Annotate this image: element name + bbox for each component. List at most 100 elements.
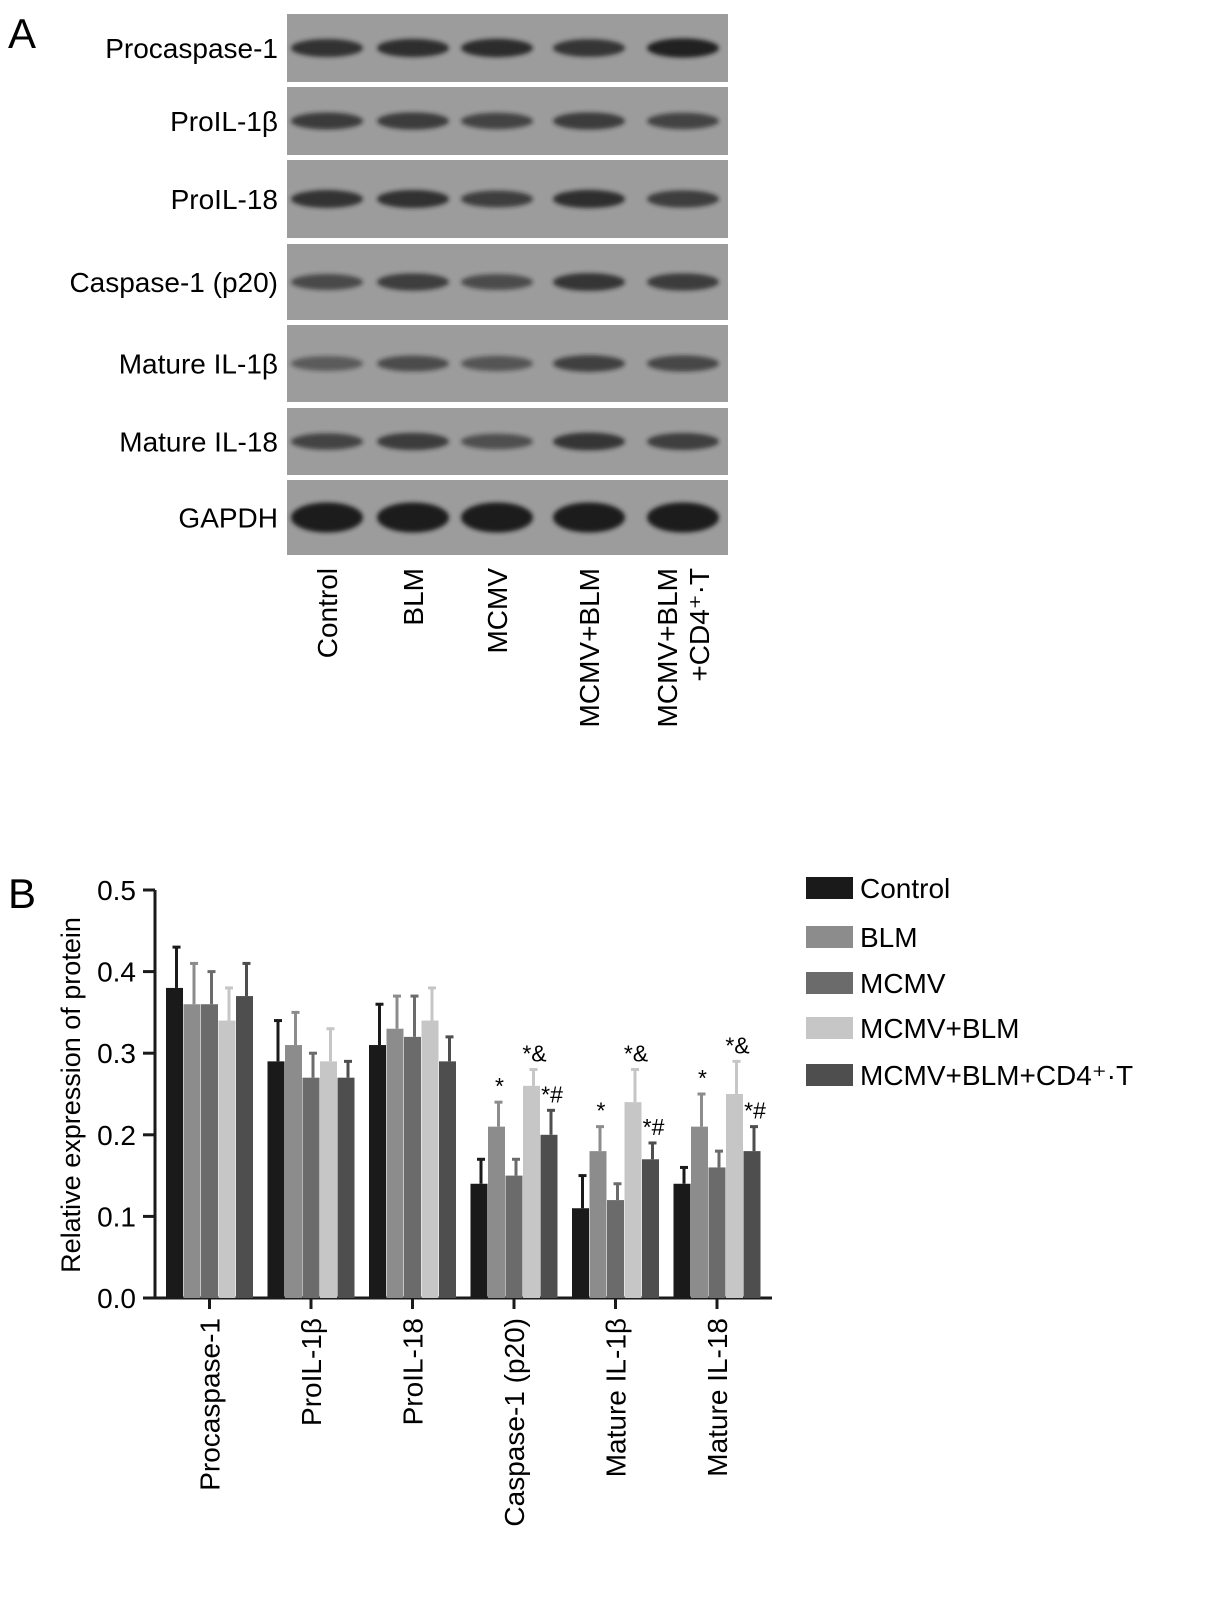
- bar-control: [673, 1183, 691, 1298]
- lane-label-line: MCMV+BLM: [652, 568, 683, 727]
- blot-band: [647, 273, 719, 291]
- blot-row-label: Mature IL-1β: [119, 349, 278, 380]
- lane-label-mcmv-blm-cd4-t: MCMV+BLM +CD4⁺·T: [652, 568, 715, 727]
- significance-marker: *: [495, 1073, 504, 1099]
- blot-band: [553, 39, 625, 57]
- bar-control: [267, 1061, 285, 1298]
- bar-blm: [589, 1151, 607, 1298]
- legend-swatch: [806, 877, 853, 899]
- bar-blm: [488, 1126, 505, 1298]
- bar-mcmv: [302, 1077, 320, 1298]
- blot-row-label: ProIL-1β: [170, 106, 278, 137]
- bar-mcmv-blm: [218, 1020, 236, 1298]
- blot-row-label: Procaspase-1: [105, 33, 278, 64]
- bar-mcmv-blm-cd4-t: [743, 1151, 761, 1298]
- blot-row-procaspase-1: Procaspase-1: [105, 14, 728, 82]
- significance-marker: *#: [643, 1114, 665, 1140]
- lane-label-line: MCMV+BLM: [574, 568, 605, 727]
- blot-band: [461, 190, 533, 208]
- bar-mcmv-blm-cd4-t: [337, 1077, 355, 1298]
- blot-band: [291, 190, 363, 208]
- bar-group-mature-il-18: * *& *#: [673, 1032, 766, 1298]
- blot-band: [291, 112, 363, 130]
- blot-band: [377, 38, 449, 58]
- bar-control: [369, 1045, 386, 1298]
- blot-band: [291, 356, 363, 371]
- legend-label: MCMV+BLM: [860, 1013, 1019, 1044]
- significance-marker: *#: [541, 1081, 563, 1107]
- x-tick-label: Procaspase-1: [195, 1318, 226, 1491]
- y-axis-label: Relative expression of protein: [56, 917, 86, 1273]
- panel-a: A Procaspase-1 ProIL-1β ProIL-18 Caspase-1 …: [8, 10, 728, 727]
- bar-mcmv-blm: [320, 1061, 337, 1298]
- legend-item-mcmv-blm-cd4-t: MCMV+BLM+CD4⁺·T: [806, 1060, 1133, 1091]
- lane-label-mcmv: MCMV: [482, 568, 513, 654]
- legend-item-control: Control: [806, 873, 950, 904]
- blot-band: [377, 432, 449, 451]
- blot-band: [647, 112, 719, 130]
- y-tick-label: 0.4: [97, 957, 136, 988]
- blot-band: [461, 274, 533, 290]
- legend-swatch: [806, 1017, 853, 1039]
- lane-label-blm: BLM: [398, 568, 429, 626]
- blot-band: [553, 189, 625, 209]
- panel-b-label: B: [8, 870, 36, 917]
- blot-band: [553, 502, 625, 533]
- bar-mcmv-blm-cd4-t: [540, 1134, 558, 1298]
- x-tick-label: Mature IL-18: [702, 1318, 733, 1477]
- blot-band: [461, 112, 533, 130]
- y-tick-label: 0.0: [97, 1283, 136, 1314]
- lane-label-line: BLM: [398, 568, 429, 626]
- significance-marker: *&: [725, 1032, 749, 1058]
- bar-mcmv-blm: [726, 1094, 743, 1298]
- blot-band: [461, 433, 533, 450]
- bar-group-caspase-1-p20: * *& *#: [470, 1041, 563, 1298]
- blot-band: [647, 432, 719, 451]
- lane-label-mcmv-blm: MCMV+BLM: [574, 568, 605, 727]
- blot-band: [461, 355, 533, 372]
- bar-mcmv: [201, 1004, 218, 1298]
- legend-label: BLM: [860, 922, 918, 953]
- panel-b: B Relative expression of protein 0.0 0.1 0…: [8, 870, 1133, 1527]
- bar-control: [166, 987, 183, 1298]
- significance-marker: *: [597, 1098, 606, 1124]
- y-tick-label: 0.1: [97, 1201, 136, 1232]
- blot-row-proil-1: ProIL-1β: [170, 87, 728, 155]
- legend-label: Control: [860, 873, 950, 904]
- blot-row-gapdh: GAPDH: [178, 480, 728, 555]
- legend-swatch: [806, 1064, 853, 1086]
- bar-mcmv-blm: [523, 1085, 540, 1298]
- blot-band: [461, 502, 533, 533]
- x-tick-label: ProIL-18: [398, 1318, 429, 1425]
- legend-swatch: [806, 926, 853, 948]
- blot-band: [647, 38, 719, 58]
- lane-label-line: Control: [312, 568, 343, 658]
- bar-group-procaspase-1: [166, 945, 253, 1298]
- bar-group-proil-18: [369, 986, 456, 1298]
- blot-band: [647, 355, 719, 372]
- blot-band: [291, 433, 363, 450]
- blot-row-label: ProIL-18: [171, 184, 278, 215]
- x-tick-label: ProIL-1β: [296, 1318, 327, 1426]
- blot-band: [553, 355, 625, 372]
- significance-marker: *&: [624, 1041, 648, 1067]
- blot-band: [377, 112, 449, 130]
- bar-mcmv-blm: [624, 1102, 642, 1298]
- legend-label: MCMV: [860, 968, 946, 999]
- bar-group-mature-il-1: * *& *#: [572, 1041, 665, 1298]
- legend-item-mcmv: MCMV: [806, 968, 946, 999]
- bar-mcmv: [505, 1175, 523, 1298]
- x-tick-label: Caspase-1 (p20): [499, 1318, 530, 1527]
- bar-mcmv: [708, 1167, 726, 1298]
- significance-marker: *&: [522, 1041, 546, 1067]
- blot-row-label: Caspase-1 (p20): [69, 267, 278, 298]
- x-tick-label: Mature IL-1β: [601, 1318, 632, 1477]
- blot-row-mature-il-1: Mature IL-1β: [119, 325, 728, 402]
- blot-band: [647, 190, 719, 208]
- y-tick-label: 0.3: [97, 1038, 136, 1069]
- blot-band: [553, 432, 625, 451]
- blot-band: [553, 273, 625, 291]
- blot-row-caspase-1-p20: Caspase-1 (p20): [69, 244, 728, 320]
- blot-band: [461, 38, 533, 58]
